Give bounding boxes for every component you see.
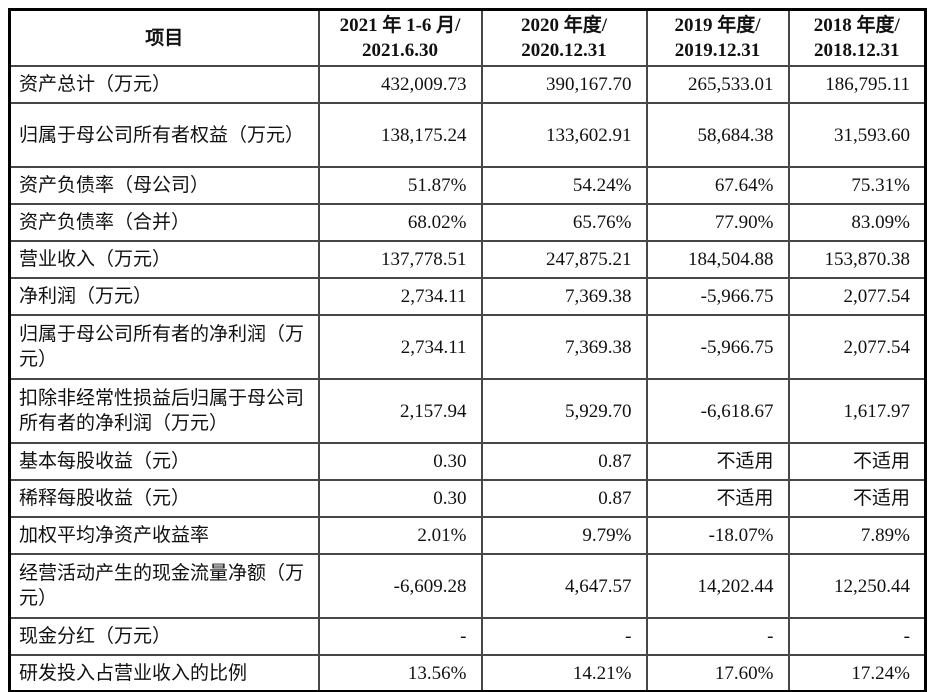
column-header-2021h1: 2021 年 1-6 月/ 2021.6.30: [317, 8, 483, 68]
table-row-net-profit: 净利润（万元） 2,734.11 7,369.38 -5,966.75 2,07…: [8, 277, 927, 317]
row-label: 净利润（万元）: [8, 277, 320, 317]
table-row-total-assets: 资产总计（万元） 432,009.73 390,167.70 265,533.0…: [8, 65, 927, 105]
cell-value: 7.89%: [787, 516, 927, 556]
cell-value: 31,593.60: [787, 102, 927, 169]
cell-value: 184,504.88: [645, 240, 790, 280]
column-header-2019: 2019 年度/ 2019.12.31: [645, 8, 790, 68]
cell-value: 51.87%: [317, 166, 483, 206]
row-label: 资产负债率（合并）: [8, 203, 320, 243]
cell-value: 133,602.91: [480, 102, 648, 169]
row-label: 归属于母公司所有者的净利润（万元）: [8, 314, 320, 381]
cell-value: -: [480, 617, 648, 657]
cell-value: 2,734.11: [317, 277, 483, 317]
cell-value: -5,966.75: [645, 314, 790, 381]
cell-value: 432,009.73: [317, 65, 483, 105]
table-row-diluted-eps: 稀释每股收益（元） 0.30 0.87 不适用 不适用: [8, 479, 927, 519]
cell-value: 65.76%: [480, 203, 648, 243]
table-row-parent-equity: 归属于母公司所有者权益（万元） 138,175.24 133,602.91 58…: [8, 102, 927, 169]
cell-value: -6,609.28: [317, 553, 483, 620]
cell-value: 153,870.38: [787, 240, 927, 280]
cell-value: 2,077.54: [787, 277, 927, 317]
cell-value: 不适用: [787, 479, 927, 519]
cell-value: 2,734.11: [317, 314, 483, 381]
cell-value: 4,647.57: [480, 553, 648, 620]
row-label: 营业收入（万元）: [8, 240, 320, 280]
cell-value: 12,250.44: [787, 553, 927, 620]
cell-value: 0.30: [317, 442, 483, 482]
cell-value: 不适用: [645, 442, 790, 482]
table-row-weighted-avg-roe: 加权平均净资产收益率 2.01% 9.79% -18.07% 7.89%: [8, 516, 927, 556]
row-label: 扣除非经常性损益后归属于母公司所有者的净利润（万元）: [8, 378, 320, 445]
cell-value: 75.31%: [787, 166, 927, 206]
cell-value: -: [787, 617, 927, 657]
cell-value: 不适用: [787, 442, 927, 482]
cell-value: 138,175.24: [317, 102, 483, 169]
column-header-2020: 2020 年度/ 2020.12.31: [480, 8, 648, 68]
table-row-net-profit-parent: 归属于母公司所有者的净利润（万元） 2,734.11 7,369.38 -5,9…: [8, 314, 927, 381]
row-label: 归属于母公司所有者权益（万元）: [8, 102, 320, 169]
cell-value: 2.01%: [317, 516, 483, 556]
cell-value: 54.24%: [480, 166, 648, 206]
cell-value: 不适用: [645, 479, 790, 519]
row-label: 经营活动产生的现金流量净额（万元）: [8, 553, 320, 620]
table-row-operating-cash-flow: 经营活动产生的现金流量净额（万元） -6,609.28 4,647.57 14,…: [8, 553, 927, 620]
row-label: 资产负债率（母公司）: [8, 166, 320, 206]
cell-value: 77.90%: [645, 203, 790, 243]
row-label: 基本每股收益（元）: [8, 442, 320, 482]
cell-value: -: [317, 617, 483, 657]
row-label: 加权平均净资产收益率: [8, 516, 320, 556]
table-row-operating-revenue: 营业收入（万元） 137,778.51 247,875.21 184,504.8…: [8, 240, 927, 280]
cell-value: 390,167.70: [480, 65, 648, 105]
header-row: 项目 2021 年 1-6 月/ 2021.6.30 2020 年度/ 2020…: [8, 8, 927, 68]
cell-value: 58,684.38: [645, 102, 790, 169]
cell-value: 247,875.21: [480, 240, 648, 280]
cell-value: -: [645, 617, 790, 657]
table-row-net-profit-deducted: 扣除非经常性损益后归属于母公司所有者的净利润（万元） 2,157.94 5,92…: [8, 378, 927, 445]
cell-value: 17.60%: [645, 654, 790, 692]
table-row-debt-ratio-consolidated: 资产负债率（合并） 68.02% 65.76% 77.90% 83.09%: [8, 203, 927, 243]
cell-value: 265,533.01: [645, 65, 790, 105]
cell-value: -6,618.67: [645, 378, 790, 445]
cell-value: 137,778.51: [317, 240, 483, 280]
table-row-rd-ratio: 研发投入占营业收入的比例 13.56% 14.21% 17.60% 17.24%: [8, 654, 927, 692]
column-header-item: 项目: [8, 8, 320, 68]
cell-value: 13.56%: [317, 654, 483, 692]
table-row-cash-dividend: 现金分红（万元） - - - -: [8, 617, 927, 657]
table-row-basic-eps: 基本每股收益（元） 0.30 0.87 不适用 不适用: [8, 442, 927, 482]
cell-value: 67.64%: [645, 166, 790, 206]
cell-value: 0.87: [480, 442, 648, 482]
row-label: 现金分红（万元）: [8, 617, 320, 657]
cell-value: -18.07%: [645, 516, 790, 556]
cell-value: 83.09%: [787, 203, 927, 243]
row-label: 研发投入占营业收入的比例: [8, 654, 320, 692]
cell-value: 68.02%: [317, 203, 483, 243]
cell-value: -5,966.75: [645, 277, 790, 317]
cell-value: 2,077.54: [787, 314, 927, 381]
cell-value: 17.24%: [787, 654, 927, 692]
financial-summary-table: 项目 2021 年 1-6 月/ 2021.6.30 2020 年度/ 2020…: [8, 8, 927, 692]
cell-value: 0.30: [317, 479, 483, 519]
cell-value: 14,202.44: [645, 553, 790, 620]
cell-value: 1,617.97: [787, 378, 927, 445]
cell-value: 2,157.94: [317, 378, 483, 445]
column-header-2018: 2018 年度/ 2018.12.31: [787, 8, 927, 68]
row-label: 稀释每股收益（元）: [8, 479, 320, 519]
cell-value: 7,369.38: [480, 314, 648, 381]
cell-value: 0.87: [480, 479, 648, 519]
cell-value: 186,795.11: [787, 65, 927, 105]
table-row-debt-ratio-parent: 资产负债率（母公司） 51.87% 54.24% 67.64% 75.31%: [8, 166, 927, 206]
cell-value: 9.79%: [480, 516, 648, 556]
cell-value: 7,369.38: [480, 277, 648, 317]
cell-value: 14.21%: [480, 654, 648, 692]
cell-value: 5,929.70: [480, 378, 648, 445]
row-label: 资产总计（万元）: [8, 65, 320, 105]
